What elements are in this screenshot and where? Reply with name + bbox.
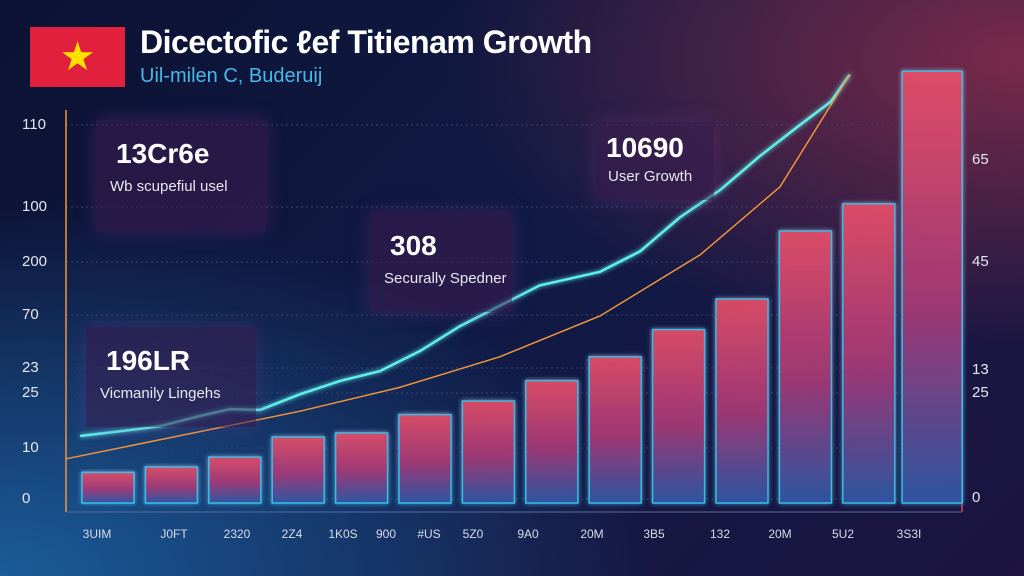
callout-2: 308 Securally Spedner [370,212,512,312]
right-tick-label: 65 [972,151,989,168]
bar [842,203,896,504]
right-tick-label: 25 [972,384,989,401]
left-tick-label: 0 [22,490,31,507]
x-tick-label: 20M [580,527,604,541]
x-tick-label: 5U2 [831,527,855,541]
star-icon: ★ [59,35,96,79]
bar [651,328,706,504]
callout-label: Vicmanily Lingehs [100,385,221,402]
x-tick-label: 5Z0 [462,527,484,541]
bar [901,70,963,504]
bar [715,298,769,504]
bar [778,230,833,504]
left-tick-label: 10 [22,439,39,456]
bar [525,379,579,504]
vietnam-flag-icon: ★ [30,27,125,87]
callout-value: 13Cr6e [116,138,210,169]
callout-3: 196LR Vicmanily Lingehs [86,327,256,427]
callout-value: 308 [390,230,437,261]
x-tick-label: 1K0S [328,527,358,541]
callout-1: 13Cr6e Wb scupefiul usel [96,120,266,232]
x-tick-label: 9A0 [517,527,539,541]
x-tick-label: 3S3I [896,527,922,541]
bar [461,400,516,504]
x-tick-label: 132 [709,527,731,541]
bar [588,356,642,504]
left-tick-label: 23 [22,359,39,376]
x-tick-label: 20M [768,527,792,541]
chart-title: Dicectofic ℓef Titienam Growth [140,24,592,60]
left-tick-label: 200 [22,253,48,270]
left-tick-label: 100 [22,198,48,215]
right-tick-label: 13 [972,361,989,378]
callout-label: User Growth [608,168,693,185]
x-tick-label: 2Z4 [281,527,303,541]
bar [334,432,389,504]
callout-4: 10690 User Growth [596,122,714,200]
left-tick-label: 25 [22,384,39,401]
x-tick-label: #US [417,527,441,541]
x-tick-label: 3UIM [82,527,112,541]
x-tick-label: 3B5 [643,527,665,541]
callout-value: 196LR [106,345,191,376]
callout-label: Securally Spedner [384,270,507,287]
x-tick-label: J0FT [160,527,188,541]
chart-subtitle: Uil-milen C, Buderuij [140,65,323,87]
bar [208,456,262,504]
right-tick-label: 0 [972,489,981,506]
right-tick-label: 45 [972,253,989,270]
bar [144,466,199,504]
callout-value: 10690 [606,132,684,163]
bar [81,471,135,504]
x-tick-label: 900 [375,527,397,541]
x-tick-label: 2320 [223,527,251,541]
left-tick-label: 110 [22,116,46,133]
callout-label: Wb scupefiul usel [110,178,228,195]
bar [398,413,452,504]
bar [271,436,325,504]
left-tick-label: 70 [22,306,39,323]
